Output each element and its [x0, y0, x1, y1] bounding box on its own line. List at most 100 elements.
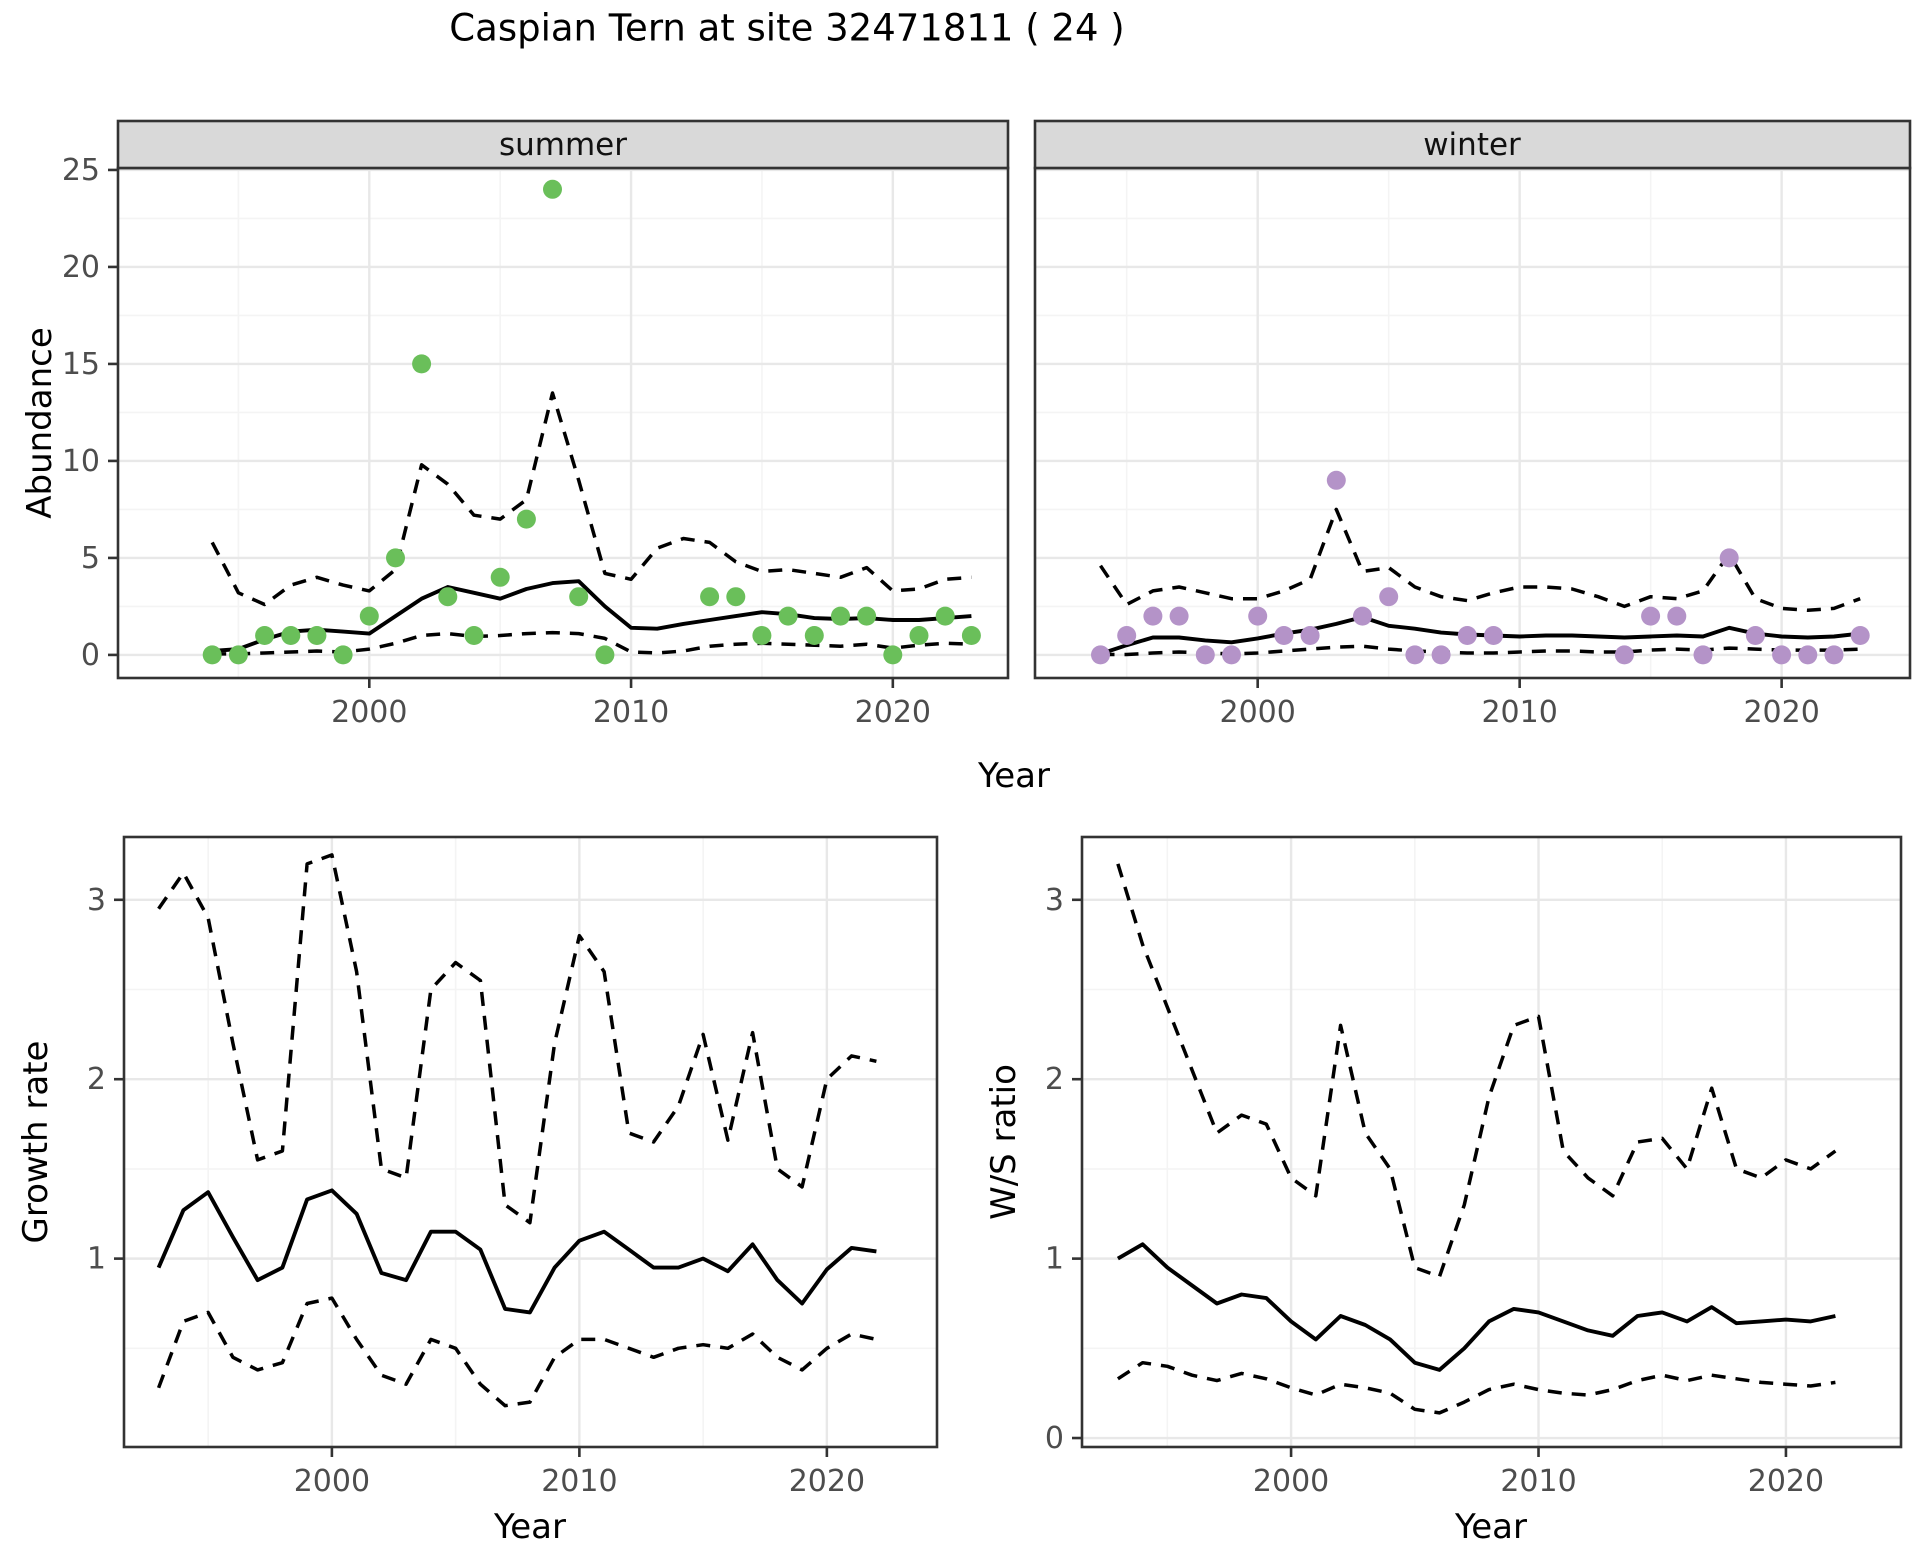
abundance-winter-point	[1824, 645, 1844, 665]
growth-rate-median-line	[156, 1188, 877, 1315]
abundance-summer-x-tick-label: 2000	[331, 695, 407, 730]
abundance-summer-point	[516, 509, 536, 529]
growth-rate-x-tick-label: 2020	[789, 1464, 865, 1499]
abundance-winter-point	[1798, 645, 1818, 665]
abundance-winter-point	[1379, 587, 1399, 607]
abundance-summer-ci-upper-line	[210, 391, 972, 607]
facet-strip-label-winter: winter	[1423, 127, 1521, 163]
abundance-winter-facet-strip	[1033, 119, 1912, 170]
abundance-summer-point	[464, 626, 484, 645]
ws-ratio-x-tick-label: 2020	[1748, 1464, 1824, 1499]
abundance-summer-point	[569, 587, 589, 607]
abundance-summer-point	[307, 626, 327, 645]
abundance-summer-point	[909, 626, 929, 645]
abundance-summer-y-tick-label: 20	[62, 250, 100, 285]
ws-ratio-y-tick-label: 0	[1045, 1421, 1064, 1456]
abundance-summer-point	[490, 567, 510, 587]
growth-rate-x-tick-label: 2000	[294, 1464, 370, 1499]
ws-ratio-y-tick-label: 2	[1045, 1062, 1064, 1097]
abundance-summer-y-tick-label: 15	[62, 347, 100, 382]
abundance-winter-point	[1274, 626, 1294, 645]
abundance-summer-point	[726, 587, 746, 607]
growth-rate-ci-upper-line	[157, 853, 877, 1225]
abundance-summer-point	[543, 179, 562, 199]
abundance-summer-point	[412, 354, 432, 374]
abundance-winter-x-tick-label: 2020	[1743, 695, 1819, 730]
top-year-axis-title: Year	[978, 756, 1050, 796]
abundance-summer-point	[961, 626, 981, 645]
ws-ratio-ci-lower-line	[1116, 1360, 1836, 1415]
ws-ratio-y-tick-label: 1	[1045, 1242, 1064, 1277]
abundance-winter-point	[1169, 606, 1189, 626]
ws-ratio-ci-upper-line	[1116, 863, 1837, 1279]
abundance-summer-point	[831, 606, 850, 626]
abundance-summer-y-tick-label: 0	[81, 638, 100, 673]
abundance-winter-point	[1143, 606, 1163, 626]
growth-rate-panel	[124, 837, 937, 1447]
abundance-winter-point	[1850, 626, 1870, 645]
abundance-winter-ci-upper-line	[1099, 507, 1861, 613]
growth-year-axis-title: Year	[494, 1507, 566, 1547]
growth-rate-ci-lower-line	[156, 1296, 877, 1408]
abundance-winter-point	[1772, 645, 1792, 665]
abundance-winter-point	[1195, 645, 1215, 665]
ws-ratio-x-tick-label: 2010	[1500, 1464, 1576, 1499]
abundance-summer-point	[281, 626, 301, 645]
abundance-winter-panel	[1035, 168, 1910, 678]
abundance-winter-point	[1300, 626, 1320, 645]
abundance-summer-point	[700, 587, 720, 607]
abundance-winter-median-line	[1099, 615, 1861, 656]
abundance-summer-point	[386, 548, 405, 568]
abundance-winter-x-tick-label: 2010	[1481, 695, 1557, 730]
abundance-winter-point	[1405, 645, 1425, 665]
abundance-summer-facet-strip	[116, 119, 1010, 170]
growth-rate-x-tick-label: 2010	[541, 1464, 617, 1499]
abundance-summer-point	[857, 606, 877, 626]
ws-year-axis-title: Year	[1455, 1507, 1527, 1547]
abundance-winter-point	[1431, 645, 1451, 665]
abundance-summer-point	[595, 645, 615, 665]
ws-ratio-panel	[1082, 837, 1901, 1447]
abundance-summer-point	[935, 606, 955, 626]
abundance-summer-x-tick-label: 2010	[593, 695, 669, 730]
abundance-winter-point	[1614, 645, 1634, 665]
abundance-summer-point	[438, 587, 458, 607]
abundance-summer-point	[804, 626, 824, 645]
plot-title: Caspian Tern at site 32471811 ( 24 )	[449, 6, 1125, 50]
abundance-winter-point	[1745, 626, 1765, 645]
abundance-summer-point	[883, 645, 903, 665]
abundance-summer-x-tick-label: 2020	[855, 695, 931, 730]
growth-rate-y-tick-label: 2	[87, 1062, 106, 1097]
ws-ratio-x-tick-label: 2000	[1253, 1464, 1329, 1499]
facet-strip-label-summer: summer	[498, 127, 628, 163]
abundance-summer-point	[202, 645, 222, 665]
abundance-winter-point	[1484, 626, 1503, 645]
abundance-winter-point	[1353, 606, 1372, 626]
ws-ratio-border	[1080, 835, 1903, 1449]
abundance-summer-point	[255, 626, 275, 645]
abundance-winter-point	[1719, 548, 1739, 568]
abundance-summer-y-tick-label: 10	[62, 444, 100, 479]
abundance-winter-point	[1117, 626, 1137, 645]
abundance-summer-y-tick-label: 25	[62, 153, 100, 188]
abundance-summer-point	[778, 606, 798, 626]
growth-rate-y-tick-label: 1	[87, 1242, 106, 1277]
abundance-summer-point	[752, 626, 772, 645]
growth-rate-axis-title: Growth rate	[16, 1040, 56, 1244]
abundance-summer-point	[333, 645, 353, 665]
abundance-winter-point	[1641, 606, 1661, 626]
growth-rate-y-tick-label: 3	[87, 883, 106, 918]
abundance-winter-x-tick-label: 2000	[1220, 695, 1296, 730]
abundance-summer-y-tick-label: 5	[81, 541, 100, 576]
abundance-summer-point	[359, 606, 379, 626]
abundance-winter-point	[1248, 606, 1268, 626]
abundance-summer-point	[228, 645, 248, 665]
abundance-winter-point	[1222, 645, 1241, 665]
ws-ratio-y-tick-label: 3	[1045, 883, 1064, 918]
ws-ratio-axis-title: W/S ratio	[984, 1064, 1024, 1220]
abundance-summer-panel	[118, 168, 1008, 678]
abundance-winter-point	[1091, 645, 1110, 665]
abundance-winter-point	[1667, 606, 1687, 626]
